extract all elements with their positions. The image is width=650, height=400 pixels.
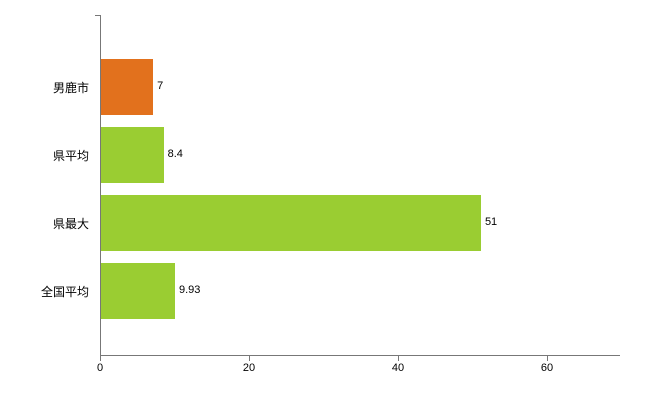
x-tick-label: 20 xyxy=(242,362,256,374)
x-tick-label: 60 xyxy=(540,362,554,374)
x-axis-tick xyxy=(100,355,101,361)
bar xyxy=(101,263,175,319)
value-label: 8.4 xyxy=(167,148,183,160)
x-tick-label: 0 xyxy=(96,362,104,374)
x-axis-tick xyxy=(249,355,250,361)
y-axis-top-tick xyxy=(95,15,101,16)
category-label: 全国平均 xyxy=(40,285,89,299)
bar xyxy=(101,127,164,183)
value-label: 7 xyxy=(157,80,164,92)
bar xyxy=(101,195,481,251)
value-label: 51 xyxy=(484,216,498,228)
category-label: 県平均 xyxy=(52,149,89,163)
category-label: 県最大 xyxy=(52,217,89,231)
x-axis-tick xyxy=(547,355,548,361)
category-label: 男鹿市 xyxy=(52,81,89,95)
x-tick-label: 40 xyxy=(391,362,405,374)
y-axis xyxy=(100,15,101,355)
value-label: 9.93 xyxy=(178,284,201,296)
x-axis xyxy=(100,355,620,356)
bar xyxy=(101,59,153,115)
x-axis-tick xyxy=(398,355,399,361)
